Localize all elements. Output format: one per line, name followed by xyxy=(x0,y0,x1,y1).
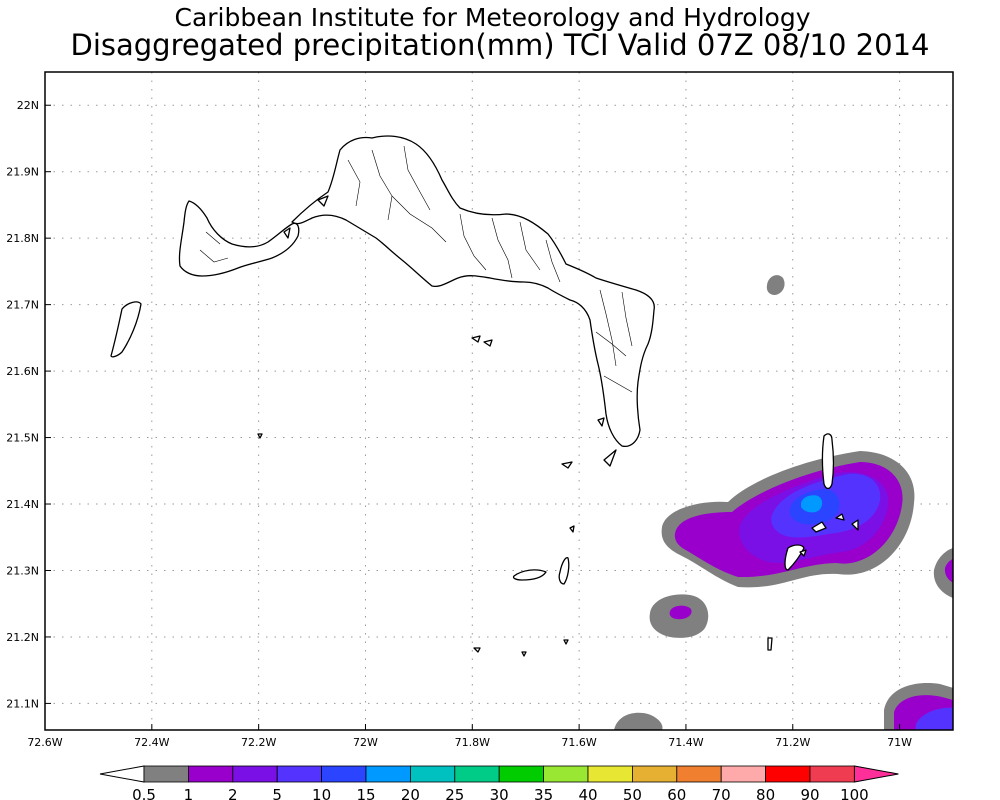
colorbar-swatch xyxy=(409,765,456,783)
colorbar-level-label: 80 xyxy=(756,786,775,800)
colorbar-high-triangle xyxy=(853,765,899,783)
islet-1 xyxy=(317,195,329,207)
island-providenciales xyxy=(178,200,300,277)
island-north-middle-caicos xyxy=(291,135,655,448)
lon-tick-label: 71.8W xyxy=(455,736,490,749)
colorbar-level-label: 60 xyxy=(667,786,686,800)
island-salt-cay xyxy=(784,544,805,571)
latitude-labels: 22N 21.9N 21.8N 21.7N 21.6N 21.5N 21.4N 21.3N 21… xyxy=(6,99,51,710)
lon-tick-label: 71W xyxy=(887,736,912,749)
lat-tick-label: 21.4N xyxy=(6,498,39,511)
islet-4 xyxy=(483,339,493,347)
lat-tick-label: 21.2N xyxy=(6,631,39,644)
islet-17 xyxy=(799,549,807,557)
islet-12 xyxy=(563,639,569,645)
colorbar-level-label: 0.5 xyxy=(132,786,156,800)
islet-5 xyxy=(597,417,605,427)
colorbar-swatch xyxy=(720,765,767,783)
chart-title-product: Disaggregated precipitation(mm) TCI Vali… xyxy=(70,28,930,62)
colorbar-swatch xyxy=(321,765,367,783)
lon-tick-label: 72.4W xyxy=(134,736,169,749)
rain-cell-small-sw xyxy=(649,594,709,638)
islet-15 xyxy=(835,513,845,521)
colorbar-swatch xyxy=(187,765,234,783)
islet-6 xyxy=(603,449,617,467)
islet-10 xyxy=(473,647,481,653)
lon-tick-label: 71.4W xyxy=(668,736,703,749)
colorbar-swatch xyxy=(232,765,278,783)
colorbar-level-label: 5 xyxy=(272,786,282,800)
lat-tick-label: 21.3N xyxy=(6,564,39,577)
colorbar-level-label: 50 xyxy=(623,786,642,800)
island-long-cay xyxy=(512,569,547,581)
lat-tick-label: 21.8N xyxy=(6,232,39,245)
colorbar-swatch xyxy=(543,765,589,783)
colorbar-swatch xyxy=(765,765,811,783)
islet-11 xyxy=(521,651,527,657)
colorbar-level-label: 35 xyxy=(534,786,553,800)
islet-14 xyxy=(811,521,827,533)
land-outlines xyxy=(110,135,859,657)
colorbar-swatch xyxy=(276,765,323,783)
rain-cell-east-edge xyxy=(933,548,953,598)
colorbar-swatch xyxy=(143,765,189,783)
longitude-labels: 72.6W 72.4W 72.2W 72W 71.8W 71.6W 71.4W 71.2W 71… xyxy=(27,724,912,749)
islet-7 xyxy=(561,461,573,469)
island-west-caicos xyxy=(110,301,142,358)
colorbar-level-label: 30 xyxy=(490,786,509,800)
rain-cell-southeast xyxy=(884,683,953,730)
island-grand-turk xyxy=(821,433,835,490)
colorbar-level-label: 70 xyxy=(712,786,731,800)
islet-8 xyxy=(569,525,575,533)
colorbar-level-label: 2 xyxy=(228,786,238,800)
colorbar-swatch xyxy=(587,765,633,783)
rain-cell-main xyxy=(661,451,915,588)
lat-tick-label: 21.9N xyxy=(6,166,39,179)
lon-tick-label: 72W xyxy=(353,736,378,749)
lat-tick-label: 21.1N xyxy=(6,697,39,710)
colorbar-low-triangle xyxy=(99,765,145,783)
colorbar-level-label: 90 xyxy=(800,786,819,800)
colorbar-swatch xyxy=(632,765,678,783)
islet-2 xyxy=(283,227,291,239)
islet-16 xyxy=(851,519,859,531)
lat-tick-label: 21.5N xyxy=(6,432,39,445)
colorbar-level-label: 40 xyxy=(578,786,597,800)
islet-13 xyxy=(767,637,773,651)
colorbar-level-label: 100 xyxy=(840,786,869,800)
map-gridlines xyxy=(45,72,953,730)
chart-title-institute: Caribbean Institute for Meteorology and … xyxy=(174,3,811,32)
colorbar-swatch xyxy=(365,765,411,783)
rain-cell-bottom xyxy=(614,712,663,730)
lat-tick-label: 22N xyxy=(17,99,39,112)
lat-tick-label: 21.6N xyxy=(6,365,39,378)
lon-tick-label: 71.6W xyxy=(561,736,596,749)
colorbar-level-label: 20 xyxy=(401,786,420,800)
lon-tick-label: 72.6W xyxy=(27,736,62,749)
colorbar-level-label: 10 xyxy=(312,786,331,800)
precipitation-colorbar: 0.5 1 2 5 10 15 20 25 30 35 40 50 60 70 80 90 100 xyxy=(99,765,899,800)
colorbar-level-label: 15 xyxy=(356,786,375,800)
colorbar-swatch xyxy=(676,765,722,783)
colorbar-swatch xyxy=(454,765,500,783)
map-frame xyxy=(44,71,954,731)
rain-cell-small-n xyxy=(766,275,785,295)
colorbar-swatch xyxy=(498,765,545,783)
district-boundaries xyxy=(199,145,633,393)
colorbar-level-label: 25 xyxy=(445,786,464,800)
island-ambergris xyxy=(558,556,570,585)
precipitation-field xyxy=(614,275,953,730)
islet-3 xyxy=(471,335,481,343)
lat-tick-label: 21.7N xyxy=(6,299,39,312)
colorbar-swatch xyxy=(809,765,855,783)
colorbar-level-label: 1 xyxy=(184,786,194,800)
lon-tick-label: 71.2W xyxy=(775,736,810,749)
lon-tick-label: 72.2W xyxy=(241,736,276,749)
islet-9 xyxy=(257,433,263,439)
